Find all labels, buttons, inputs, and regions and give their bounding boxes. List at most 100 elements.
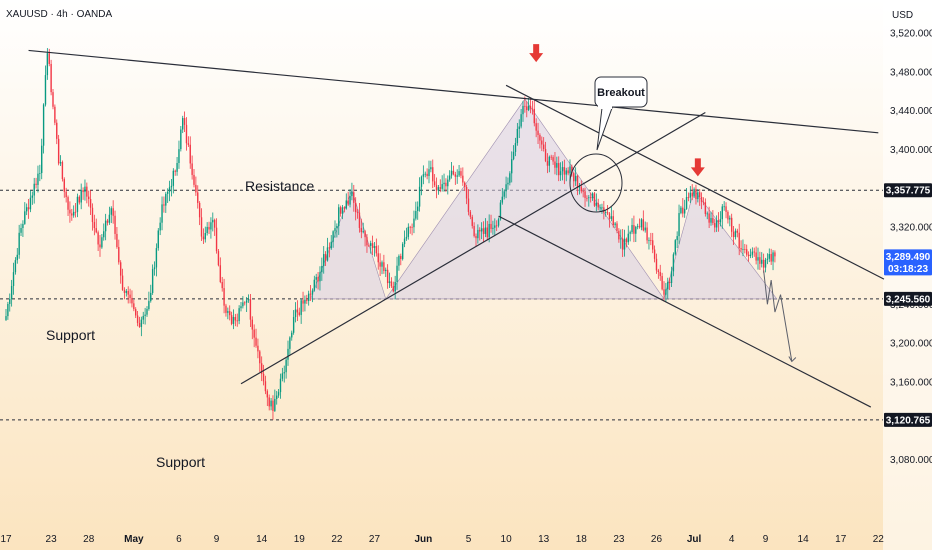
- candle: [762, 253, 765, 273]
- candle: [84, 179, 86, 201]
- candle: [682, 198, 684, 218]
- candlestick-series: [5, 48, 776, 420]
- candle-body: [142, 315, 144, 320]
- candle-body: [456, 175, 458, 177]
- candle-body: [770, 254, 772, 262]
- candle-body: [595, 202, 598, 206]
- candle-body: [349, 196, 351, 205]
- candle: [736, 228, 739, 238]
- candle: [324, 251, 327, 266]
- candle: [687, 192, 690, 202]
- candle-body: [484, 227, 487, 234]
- candle-body: [578, 186, 581, 188]
- candle-body: [747, 254, 750, 257]
- candle-body: [208, 226, 210, 230]
- candle: [22, 220, 24, 238]
- candle-body: [336, 226, 338, 229]
- candle: [697, 189, 699, 203]
- candle: [103, 223, 105, 241]
- candle: [166, 188, 169, 203]
- candle: [268, 394, 270, 411]
- candle: [163, 196, 165, 213]
- candle-body: [146, 308, 148, 315]
- candle-body: [652, 240, 654, 250]
- candle: [215, 218, 218, 254]
- candle: [146, 306, 148, 317]
- candle: [573, 171, 575, 188]
- candle-body: [276, 395, 278, 399]
- candle: [541, 136, 543, 152]
- candle: [129, 288, 131, 304]
- candle-body: [610, 216, 613, 219]
- candle: [661, 272, 663, 291]
- candle-body: [503, 191, 505, 197]
- candle-body: [232, 316, 235, 324]
- candle: [206, 222, 208, 236]
- candle: [646, 222, 648, 244]
- candle-body: [433, 181, 436, 186]
- candle: [356, 208, 359, 219]
- candle: [330, 235, 332, 250]
- candle-body: [170, 185, 173, 188]
- candle: [559, 162, 562, 181]
- candle: [157, 228, 159, 251]
- candle: [56, 119, 58, 145]
- candle-body: [44, 75, 47, 105]
- breakout-callout: Breakout: [594, 76, 648, 151]
- candle: [69, 201, 71, 223]
- candle: [182, 115, 184, 134]
- candle: [368, 243, 370, 248]
- candle-body: [230, 315, 233, 324]
- candle: [270, 397, 272, 411]
- price-badge-box: [884, 249, 932, 276]
- candle-body: [392, 286, 394, 292]
- candle: [360, 218, 363, 239]
- candle: [398, 254, 400, 271]
- candle: [565, 167, 567, 182]
- candle-body: [511, 159, 513, 174]
- candle: [25, 203, 28, 216]
- candle-body: [95, 228, 97, 233]
- candle: [740, 240, 742, 253]
- candle-body: [217, 251, 220, 266]
- candle: [522, 100, 524, 122]
- candle-body: [304, 299, 306, 304]
- candle-body: [72, 211, 75, 216]
- candle-body: [339, 207, 342, 214]
- x-tick-label: 23: [46, 534, 58, 545]
- candle-body: [242, 302, 244, 307]
- candle: [349, 189, 351, 208]
- candle: [520, 108, 522, 129]
- candle-body: [682, 207, 684, 214]
- candle: [764, 257, 767, 273]
- candle-body: [509, 173, 511, 183]
- breakout-label: Breakout: [597, 87, 645, 99]
- candle: [125, 288, 128, 297]
- candle-body: [168, 187, 171, 192]
- candle-body: [700, 196, 703, 202]
- candle: [370, 240, 372, 254]
- candle: [683, 199, 686, 218]
- candle-body: [277, 392, 280, 396]
- candle-body: [358, 212, 361, 228]
- candle: [37, 165, 39, 193]
- candle: [151, 264, 154, 295]
- candle-body: [180, 129, 182, 150]
- candle-body: [742, 249, 744, 250]
- candle: [138, 316, 141, 328]
- candle-body: [343, 207, 346, 209]
- candle: [12, 262, 15, 295]
- candle-body: [116, 233, 118, 248]
- price-badge-box: [884, 183, 932, 198]
- candle: [482, 221, 485, 243]
- candle-body: [324, 254, 327, 261]
- x-tick-label: 9: [214, 534, 220, 545]
- candle-body: [644, 227, 646, 231]
- candle: [114, 210, 116, 240]
- candle-body: [390, 281, 393, 287]
- candle-body: [612, 216, 614, 226]
- candle-body: [63, 179, 65, 192]
- candle-body: [569, 166, 571, 174]
- trendline-0: [28, 49, 879, 134]
